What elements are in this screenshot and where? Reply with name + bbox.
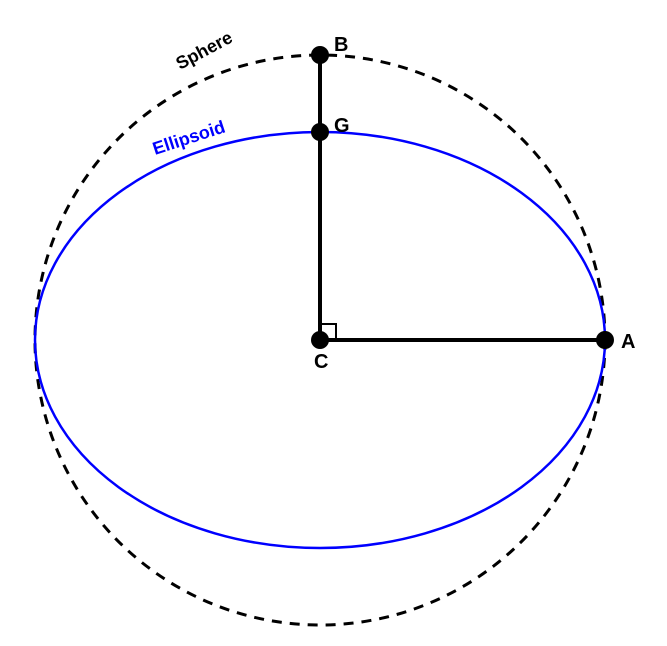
ellipsoid-label: Ellipsoid [150, 117, 228, 159]
diagram-canvas: A B G C Sphere Ellipsoid [0, 0, 667, 646]
label-b: B [334, 34, 348, 56]
label-g: G [334, 115, 350, 137]
label-a: A [621, 331, 635, 353]
label-c: C [314, 351, 328, 373]
point-b [311, 46, 329, 64]
point-g [311, 123, 329, 141]
sphere-label: Sphere [172, 27, 235, 73]
point-a [596, 331, 614, 349]
point-c [311, 331, 329, 349]
